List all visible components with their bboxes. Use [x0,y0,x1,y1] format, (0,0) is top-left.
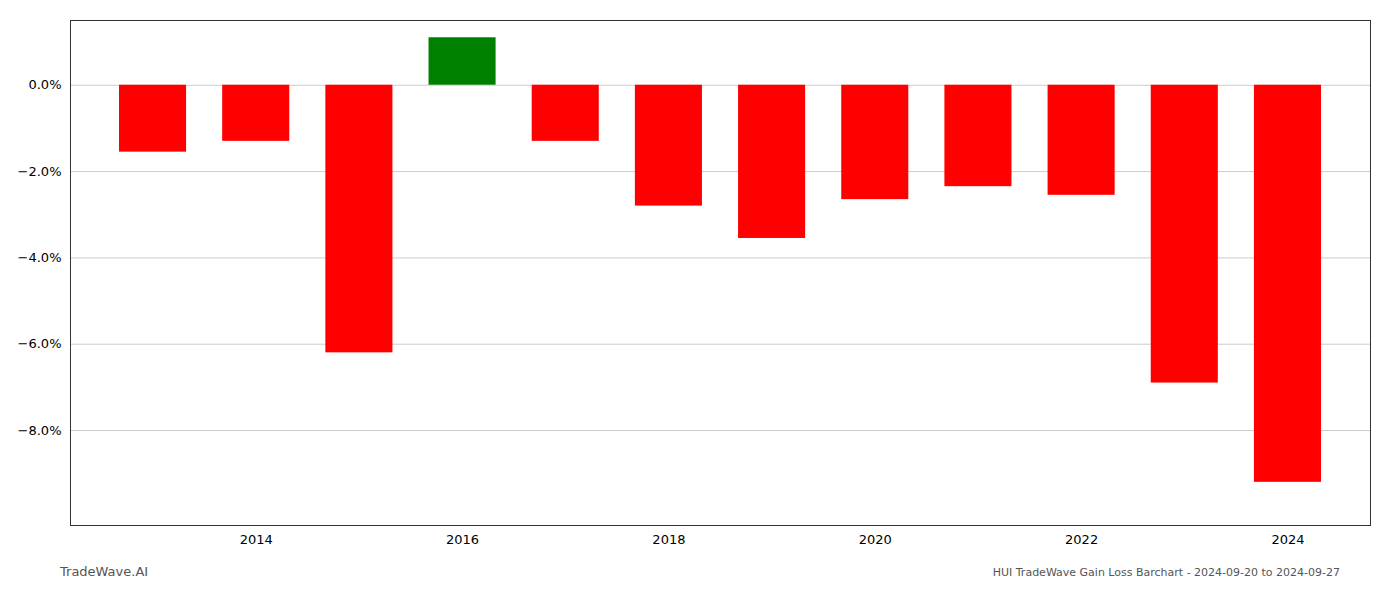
svg-text:2022: 2022 [1065,532,1098,547]
svg-text:−8.0%: −8.0% [18,423,62,438]
svg-text:0.0%: 0.0% [28,77,61,92]
svg-text:2020: 2020 [859,532,892,547]
svg-text:2014: 2014 [240,532,273,547]
html-text:HUI TradeWave Gain Loss Barcha: HUI TradeWave Gain Loss Barchart - 2024-… [992,566,1340,579]
svg-text:2024: 2024 [1271,532,1304,547]
svg-text:−6.0%: −6.0% [18,336,62,351]
svg-text:2018: 2018 [652,532,685,547]
svg-text:−2.0%: −2.0% [18,164,62,179]
svg-text:2016: 2016 [446,532,479,547]
html-text:TradeWave.AI: TradeWave.AI [60,564,149,579]
svg-text:−4.0%: −4.0% [18,250,62,265]
